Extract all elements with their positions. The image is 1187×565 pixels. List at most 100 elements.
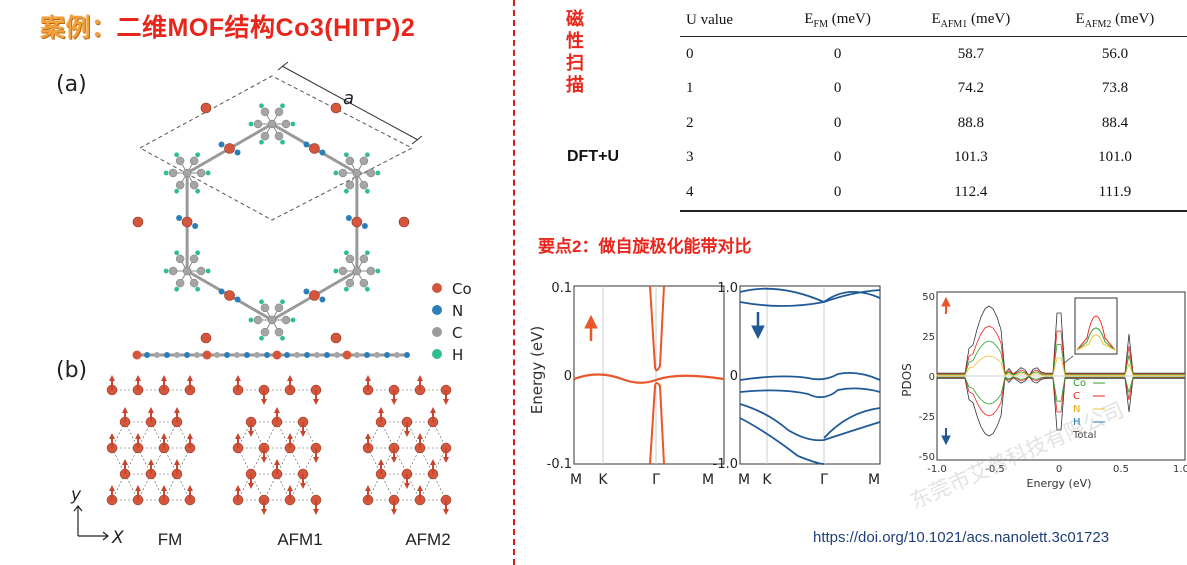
pdos-legend-co: Co [1073, 378, 1086, 389]
side-view-chain [132, 350, 410, 360]
doi-link[interactable]: https://doi.org/10.1021/acs.nanolett.3c0… [813, 529, 1110, 546]
pdos-spin-down-arrow-icon [941, 428, 951, 446]
table-cell: 0 [776, 175, 899, 212]
h-legend-icon [432, 349, 442, 359]
kpath-label: Γ [652, 472, 660, 488]
kpath-label: M [868, 472, 880, 488]
panel-a-label: (a) [56, 72, 87, 97]
table-cell: 73.8 [1101, 80, 1129, 97]
table-header: EAFM2 (meV) [1042, 4, 1187, 37]
energy-table: U value EFM (meV) EAFM1 (meV) EAFM2 (meV) 0… [680, 4, 1187, 212]
pdos-ytick: -25 [919, 412, 935, 423]
pdos-ytick: 0 [929, 372, 935, 383]
table-cell: 74.2 [957, 80, 984, 97]
table-row: 1 0 74.2 73.8 [680, 72, 1187, 107]
table-header: U value [680, 4, 777, 37]
magnetic-scan-label: 磁 性 扫 描 [566, 9, 584, 95]
table-cell: 101.0 [1098, 149, 1132, 166]
n-legend-icon [432, 305, 442, 315]
table-cell: 3 [686, 149, 694, 166]
pdos-xtick: 0 [1056, 464, 1062, 475]
axis-x-label: X [111, 528, 124, 548]
table-cell: 101.3 [953, 149, 988, 166]
mof-framework [132, 102, 410, 344]
pdos-ytick: 50 [922, 292, 935, 303]
xy-axes-icon [73, 505, 109, 541]
band-down-ytick-mid: 0 [730, 369, 738, 384]
caption-afm2: AFM2 [405, 530, 451, 549]
band-up-frame [573, 285, 725, 465]
kpath-label: K [598, 472, 608, 488]
band-up-ytick-top: 0.1 [551, 281, 572, 296]
atom-legend: Co N C H [432, 280, 472, 364]
lattice-label: a [343, 88, 354, 109]
table-cell: 88.8 [957, 114, 984, 131]
pdos-curves [936, 305, 1185, 437]
lattice-vector-marker [277, 61, 423, 145]
spin-up-arrow-icon [584, 314, 598, 341]
table-cell: 2 [686, 114, 694, 131]
legend-c: C [452, 324, 462, 342]
table-row: 2 0 88.8 88.4 [680, 106, 1187, 141]
legend-co: Co [452, 280, 472, 298]
panel-b-label: (b) [56, 358, 88, 383]
pdos-legend: Co C N H Total [1072, 378, 1105, 441]
table-cell: 0 [833, 149, 842, 166]
pdos-ytick: -50 [919, 452, 935, 463]
spin-lattice-fm [106, 375, 196, 506]
legend-n: N [452, 302, 463, 320]
method-label: DFT+U [567, 148, 619, 165]
unit-cell-outline [138, 75, 414, 221]
kpath-label: M [738, 472, 750, 488]
table-row: 3 0 101.3 101.0 [680, 141, 1187, 176]
table-cell: 88.4 [1101, 114, 1129, 131]
table-cell: 58.7 [957, 45, 984, 62]
table-cell: 0 [833, 114, 842, 131]
band-down-curves [739, 287, 881, 465]
section-divider [513, 0, 515, 565]
spin-lattice-afm2 [362, 375, 452, 515]
pdos-xtick: 1.0 [1173, 464, 1187, 475]
section2-title: 要点2：做自旋极化能带对比 [538, 237, 752, 256]
caption-afm1: AFM1 [277, 530, 323, 549]
table-row: 0 0 58.7 56.0 [680, 37, 1187, 72]
co-legend-icon [432, 283, 442, 293]
band-up-ytick-bot: -0.1 [547, 457, 572, 472]
band-down-frame [739, 285, 881, 465]
kpath-label: K [762, 472, 772, 488]
table-cell: 0 [686, 45, 694, 62]
pdos-ytick: 25 [922, 332, 935, 343]
band-down-ytick-bot: -1.0 [713, 457, 738, 472]
table-row: 4 0 112.4 111.9 [680, 175, 1187, 212]
pdos-figure: PDOS 50 25 0 -25 -50 -1.0 -0.5 0 0.5 1.0… [900, 291, 1187, 490]
table-cell: 4 [680, 175, 777, 212]
pdos-xtick: -0.5 [985, 464, 1005, 475]
table-cell: 111.9 [1042, 175, 1187, 212]
table-cell: 1 [686, 80, 694, 97]
spin-lattice-afm1 [232, 375, 322, 515]
table-cell: 0 [833, 80, 842, 97]
pdos-ylabel: PDOS [900, 363, 914, 397]
band-down-ytick-top: 1.0 [717, 281, 738, 296]
pdos-xtick: 0.5 [1113, 464, 1129, 475]
caption-fm: FM [157, 530, 183, 549]
kpath-label: M [570, 472, 582, 488]
table-cell: 0 [833, 45, 842, 62]
table-header: EAFM1 (meV) [898, 4, 1043, 37]
pdos-legend-c: C [1073, 391, 1080, 402]
pdos-xlabel: Energy (eV) [1027, 477, 1092, 490]
kpath-label: Γ [820, 472, 828, 488]
table-cell: 112.4 [898, 175, 1043, 212]
axis-y-label: y [70, 485, 82, 505]
pdos-spin-up-arrow-icon [941, 296, 951, 314]
pdos-legend-total: Total [1072, 430, 1096, 441]
pdos-xtick: -1.0 [927, 464, 947, 475]
band-up-ytick-mid: 0 [564, 369, 572, 384]
mof-structure-figure: a Co N C H y X [70, 61, 472, 548]
table-cell: 56.0 [1101, 45, 1129, 62]
band-structure-figure: Energy (eV) 0.1 0 -0.1 M K Γ M 1.0 0 -1.… [528, 281, 881, 488]
page-title: 案例：二维MOF结构Co3(HITP)2 [40, 14, 416, 42]
c-legend-icon [432, 327, 442, 337]
band-ylabel: Energy (eV) [528, 326, 546, 414]
pdos-legend-n: N [1073, 404, 1080, 415]
